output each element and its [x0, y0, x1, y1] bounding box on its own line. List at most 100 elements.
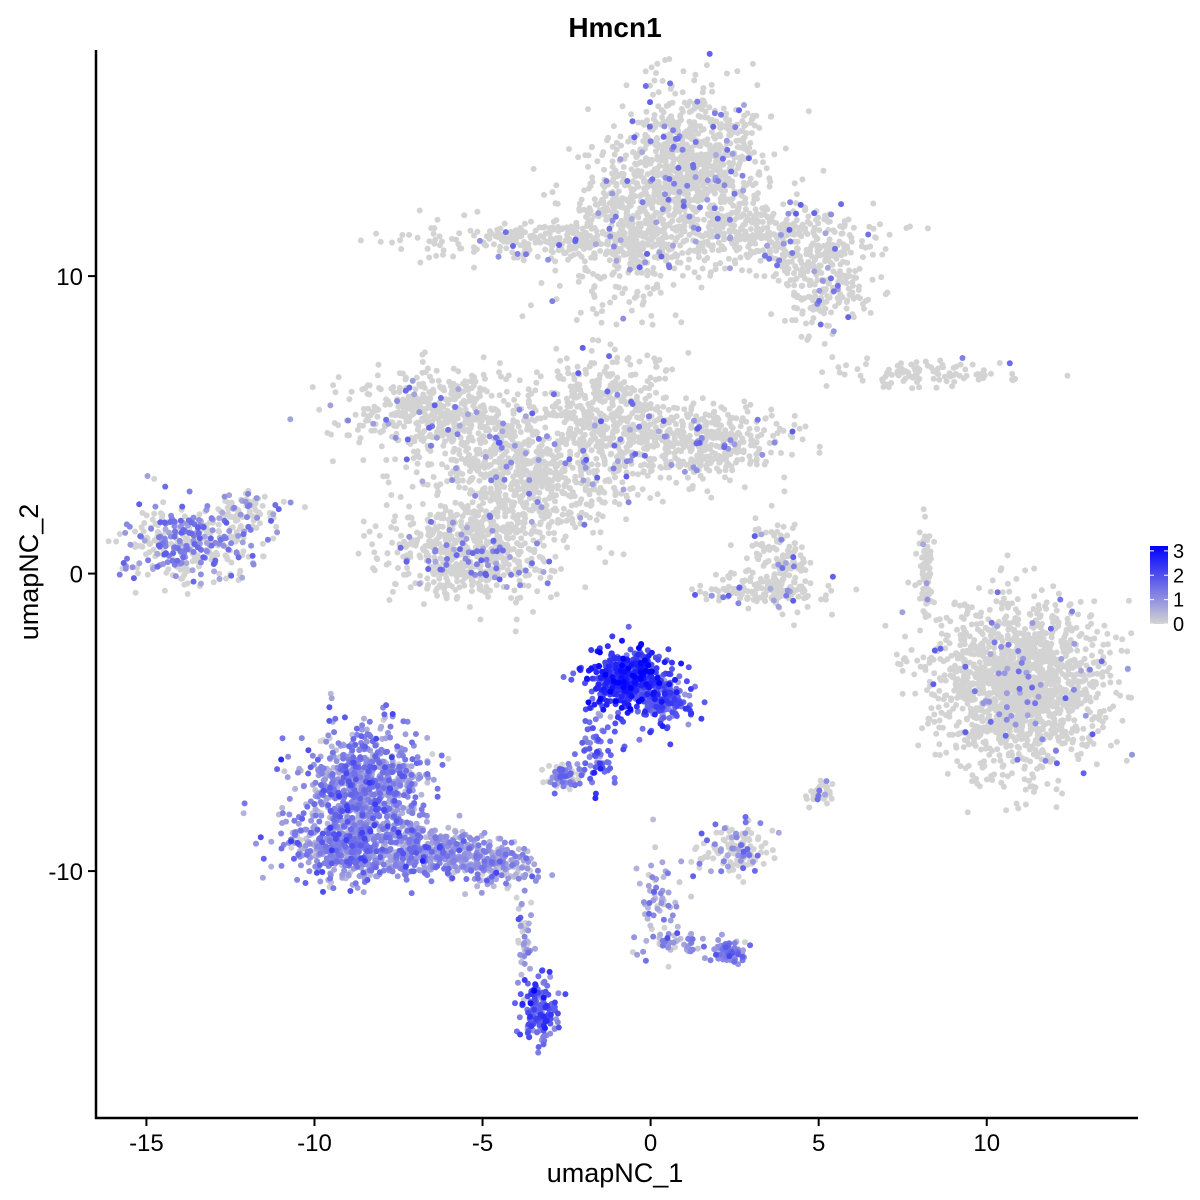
- cell-point: [620, 551, 627, 558]
- cell-point: [788, 258, 795, 265]
- cell-point: [509, 508, 516, 515]
- cell-point: [498, 373, 504, 380]
- cell-point: [663, 367, 670, 373]
- cell-point: [574, 420, 581, 427]
- cell-point: [430, 579, 437, 586]
- cell-point: [562, 480, 569, 487]
- cell-point: [510, 513, 517, 520]
- cell-point: [684, 411, 690, 418]
- cell-point: [521, 220, 528, 227]
- cell-point: [635, 414, 642, 421]
- cell-point: [719, 456, 726, 463]
- cell-point: [684, 264, 691, 271]
- cell-point: [682, 435, 689, 442]
- cell-point: [693, 122, 700, 129]
- cell-point: [453, 236, 459, 243]
- cell-point: [572, 245, 579, 252]
- cell-point: [768, 449, 774, 456]
- cell-point: [461, 505, 468, 512]
- cell-point: [478, 495, 485, 501]
- cell-point: [711, 190, 718, 197]
- cell-point: [649, 205, 656, 211]
- cell-point: [371, 567, 378, 574]
- cell-point: [848, 234, 855, 241]
- cell-point: [604, 206, 611, 213]
- cell-point: [753, 247, 760, 254]
- cell-point: [636, 249, 643, 256]
- cell-point: [773, 546, 780, 553]
- cell-point: [196, 511, 203, 518]
- cell-point: [686, 154, 693, 160]
- cell-point: [715, 247, 722, 254]
- cell-point: [808, 242, 815, 249]
- cell-point: [589, 174, 596, 181]
- cell-point: [662, 456, 669, 463]
- cell-point: [780, 552, 787, 559]
- cell-point: [421, 349, 428, 356]
- cell-point: [301, 504, 308, 511]
- cell-point: [450, 456, 457, 463]
- cell-point: [497, 225, 504, 232]
- cell-point: [466, 468, 473, 475]
- cell-point: [598, 319, 605, 326]
- cell-point: [433, 252, 440, 259]
- cell-point: [459, 578, 466, 585]
- cell-point: [527, 302, 534, 309]
- cell-point: [673, 413, 680, 420]
- cell-point: [708, 81, 715, 88]
- cell-point: [662, 179, 669, 186]
- cell-point: [748, 130, 755, 136]
- cell-point: [799, 176, 806, 183]
- cell-point: [500, 558, 507, 565]
- cell-point: [549, 477, 555, 484]
- cell-point: [591, 291, 597, 298]
- cell-point: [674, 259, 681, 266]
- cell-point: [672, 90, 679, 97]
- cell-point: [568, 502, 575, 509]
- cell-point: [558, 566, 564, 572]
- cell-point: [681, 406, 688, 413]
- cell-point: [552, 267, 559, 274]
- cell-point: [583, 229, 590, 236]
- cell-point: [352, 411, 359, 418]
- cell-point: [669, 366, 676, 373]
- cell-point: [389, 539, 396, 546]
- cell-point: [413, 469, 420, 476]
- cell-point: [415, 423, 422, 430]
- cell-point: [604, 248, 611, 255]
- cell-point: [416, 207, 423, 214]
- cell-point: [414, 460, 421, 467]
- cell-point: [629, 485, 636, 492]
- cell-point: [546, 225, 553, 232]
- cell-point: [637, 241, 644, 248]
- cell-point: [625, 355, 632, 361]
- cell-point: [425, 532, 432, 539]
- cell-point: [817, 252, 824, 259]
- cell-point: [706, 153, 713, 160]
- cell-point: [443, 593, 450, 600]
- cell-point: [471, 232, 477, 239]
- cell-point: [644, 284, 651, 291]
- cell-point: [644, 117, 650, 124]
- cell-point: [534, 588, 541, 595]
- cell-point: [547, 235, 554, 242]
- cell-point: [607, 299, 614, 306]
- cell-point: [784, 270, 791, 277]
- cell-point: [586, 491, 593, 498]
- cell-point: [754, 232, 761, 239]
- cell-point: [730, 202, 737, 209]
- cell-point: [802, 229, 809, 235]
- cell-point: [471, 455, 478, 462]
- cell-point: [525, 582, 532, 589]
- cell-point: [678, 319, 685, 326]
- cell-point: [547, 594, 554, 601]
- cell-point: [442, 450, 449, 457]
- cell-point: [622, 241, 629, 248]
- cell-point: [512, 628, 519, 635]
- cell-point: [354, 426, 361, 433]
- cell-point: [470, 244, 477, 251]
- cell-point: [603, 415, 610, 422]
- cell-point: [216, 570, 223, 577]
- cell-point: [810, 230, 817, 236]
- cell-point: [511, 587, 518, 594]
